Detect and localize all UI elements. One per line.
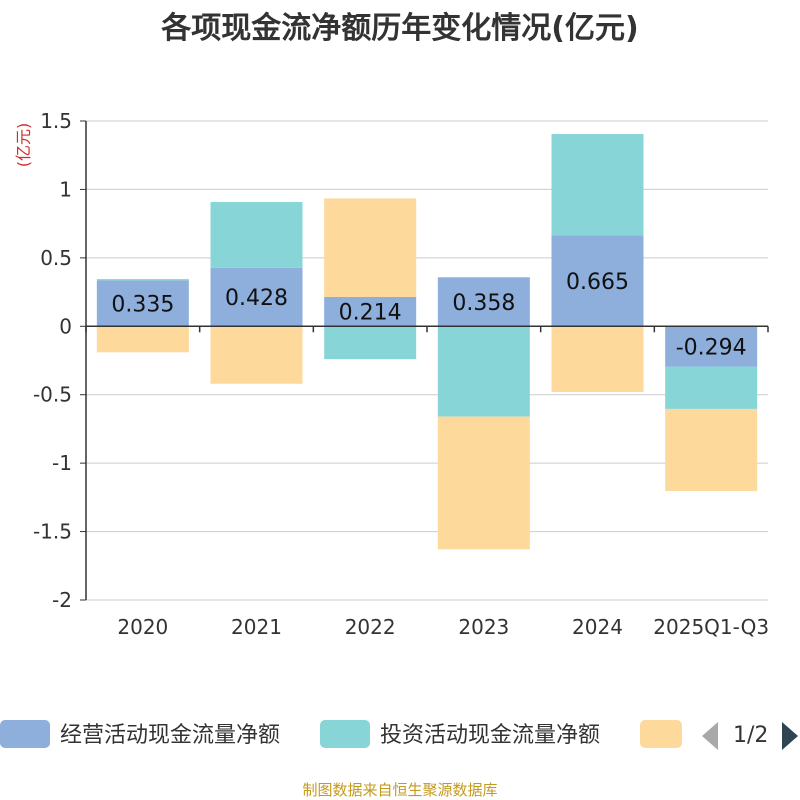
bar-segment-series-0[interactable] — [551, 235, 644, 327]
bar-segment-series-1[interactable] — [437, 326, 530, 417]
legend-swatch-investing — [320, 720, 370, 748]
bar-segment-series-2[interactable] — [96, 326, 189, 353]
x-tick-label: 2025Q1-Q3 — [653, 615, 769, 639]
x-tick-label: 2023 — [458, 615, 509, 639]
bar-segment-series-2[interactable] — [665, 408, 758, 492]
bar-segment-series-2[interactable] — [324, 198, 417, 297]
bar-segment-series-0[interactable] — [437, 277, 530, 327]
bar-segment-series-1[interactable] — [210, 202, 303, 268]
legend-prev-page-icon[interactable] — [702, 722, 718, 750]
legend-label-investing: 投资活动现金流量净额 — [380, 723, 600, 748]
y-tick-label: 1 — [59, 177, 72, 201]
x-tick-label: 2021 — [231, 615, 282, 639]
data-label: 0.358 — [452, 291, 515, 316]
y-tick-label: -1.5 — [33, 520, 72, 544]
grid-lines — [86, 120, 768, 601]
legend-swatch-financing — [640, 720, 682, 748]
data-labels: 0.335 0.428 0.214 0.358 0.665 -0.294 — [111, 270, 746, 361]
x-tick-label: 2022 — [345, 615, 396, 639]
data-label: 0.335 — [111, 292, 174, 317]
x-tick-label: 2024 — [572, 615, 623, 639]
bar-segment-series-2[interactable] — [210, 326, 303, 384]
y-tick-label: -1 — [52, 451, 72, 475]
data-label: 0.428 — [225, 286, 288, 311]
data-label: 0.214 — [339, 301, 402, 326]
legend-next-page-icon[interactable] — [782, 722, 798, 750]
data-source-footer: 制图数据来自恒生聚源数据库 — [302, 781, 497, 799]
y-tick-label: 0 — [59, 314, 72, 338]
bar-segment-series-1[interactable] — [665, 366, 758, 409]
legend: 经营活动现金流量净额 投资活动现金流量净额 1/2 — [0, 720, 798, 750]
bar-segment-series-1[interactable] — [96, 279, 189, 281]
axes: 1.5 1 0.5 0 -0.5 -1 -1.5 -2 2020 2021 2022 2023 2024… — [33, 109, 769, 639]
x-tick-label: 2020 — [117, 615, 168, 639]
chart-title: 各项现金流净额历年变化情况(亿元) — [160, 11, 638, 46]
data-label: 0.665 — [566, 270, 629, 295]
bar-segment-series-2[interactable] — [551, 326, 644, 392]
legend-label-operating: 经营活动现金流量净额 — [60, 723, 280, 748]
bars — [96, 134, 758, 550]
bar-segment-series-0[interactable] — [210, 267, 303, 327]
bar-segment-series-0[interactable] — [324, 296, 417, 327]
data-label: -0.294 — [676, 335, 747, 360]
bar-segment-series-1[interactable] — [551, 134, 644, 236]
bar-segment-series-0[interactable] — [665, 326, 758, 367]
y-axis-unit-label: (亿元) — [14, 123, 33, 168]
bar-segment-series-1[interactable] — [324, 326, 417, 360]
bar-segment-series-0[interactable] — [96, 280, 189, 327]
y-tick-label: -0.5 — [33, 383, 72, 407]
legend-page-indicator: 1/2 — [733, 723, 768, 748]
y-tick-label: 1.5 — [40, 109, 72, 133]
bar-segment-series-2[interactable] — [437, 416, 530, 550]
y-tick-label: 0.5 — [40, 246, 72, 270]
y-tick-label: -2 — [52, 588, 72, 612]
legend-swatch-operating — [0, 720, 50, 748]
